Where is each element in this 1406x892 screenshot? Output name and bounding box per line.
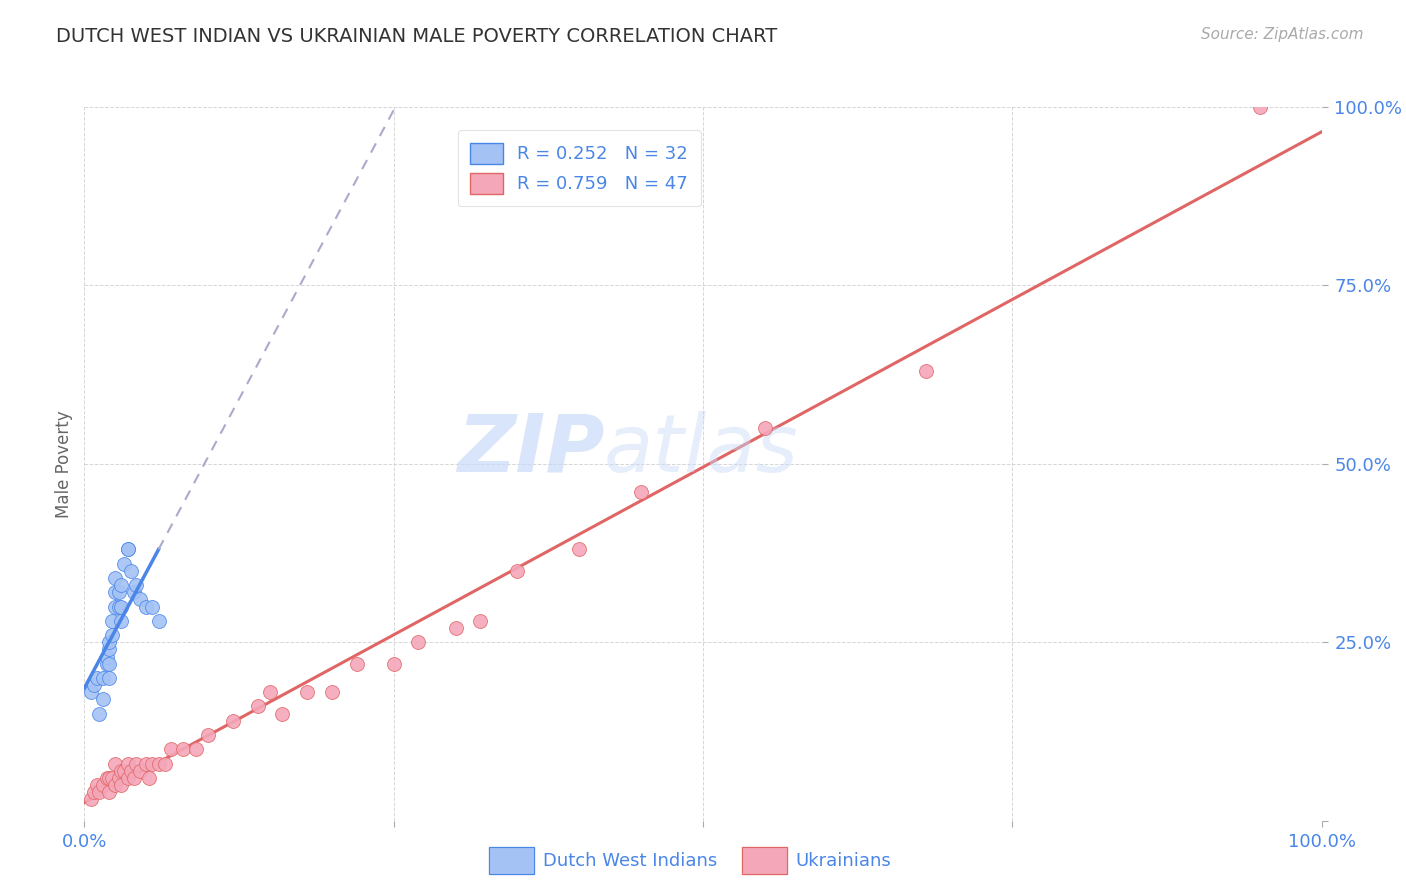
Point — [110, 578, 132, 592]
Point — [112, 557, 135, 571]
Point — [120, 564, 142, 578]
Point — [148, 756, 170, 771]
Point — [120, 764, 142, 778]
Point — [89, 706, 111, 721]
Point — [129, 592, 152, 607]
Point — [148, 614, 170, 628]
Point — [259, 685, 281, 699]
Point — [754, 421, 776, 435]
Point — [153, 756, 176, 771]
Point — [96, 657, 118, 671]
Point — [321, 685, 343, 699]
Point — [125, 578, 148, 592]
Point — [100, 771, 122, 785]
Point — [104, 585, 127, 599]
Point — [135, 756, 157, 771]
Point — [89, 785, 111, 799]
Point — [104, 571, 127, 585]
Point — [104, 778, 127, 792]
Point — [110, 599, 132, 614]
Point — [295, 685, 318, 699]
Point — [141, 599, 163, 614]
Point — [86, 778, 108, 792]
Point — [470, 614, 492, 628]
Text: ZIP: ZIP — [457, 410, 605, 489]
Point — [172, 742, 194, 756]
Point — [346, 657, 368, 671]
Point — [110, 778, 132, 792]
Point — [83, 785, 105, 799]
Point — [98, 642, 121, 657]
Point — [96, 649, 118, 664]
Point — [246, 699, 269, 714]
Point — [108, 771, 131, 785]
Point — [1249, 100, 1271, 114]
Point — [630, 485, 652, 500]
Point — [138, 771, 160, 785]
Point — [117, 542, 139, 557]
Point — [568, 542, 591, 557]
Point — [222, 714, 245, 728]
Point — [91, 692, 114, 706]
Point — [160, 742, 183, 756]
Point — [104, 756, 127, 771]
Point — [122, 771, 145, 785]
Text: Source: ZipAtlas.com: Source: ZipAtlas.com — [1201, 27, 1364, 42]
Point — [104, 599, 127, 614]
Legend: R = 0.252   N = 32, R = 0.759   N = 47: R = 0.252 N = 32, R = 0.759 N = 47 — [458, 130, 700, 206]
Point — [86, 671, 108, 685]
Y-axis label: Male Poverty: Male Poverty — [55, 410, 73, 517]
Point — [96, 771, 118, 785]
Point — [382, 657, 405, 671]
Point — [98, 671, 121, 685]
Point — [506, 564, 529, 578]
Point — [112, 764, 135, 778]
Text: Dutch West Indians: Dutch West Indians — [543, 852, 717, 870]
Point — [271, 706, 294, 721]
Point — [129, 764, 152, 778]
Point — [117, 542, 139, 557]
Point — [83, 678, 105, 692]
Point — [197, 728, 219, 742]
Point — [91, 671, 114, 685]
Point — [408, 635, 430, 649]
Point — [117, 771, 139, 785]
Point — [914, 364, 936, 378]
Point — [98, 771, 121, 785]
Point — [100, 628, 122, 642]
Point — [122, 585, 145, 599]
Point — [444, 621, 467, 635]
Point — [108, 599, 131, 614]
Point — [79, 685, 101, 699]
Text: atlas: atlas — [605, 410, 799, 489]
Point — [98, 785, 121, 799]
Point — [184, 742, 207, 756]
Point — [100, 614, 122, 628]
Point — [135, 599, 157, 614]
Point — [98, 635, 121, 649]
Point — [91, 778, 114, 792]
Point — [125, 756, 148, 771]
Text: Ukrainians: Ukrainians — [796, 852, 891, 870]
Point — [117, 756, 139, 771]
Point — [110, 764, 132, 778]
Point — [141, 756, 163, 771]
Point — [108, 585, 131, 599]
Point — [98, 657, 121, 671]
Point — [110, 614, 132, 628]
Text: DUTCH WEST INDIAN VS UKRAINIAN MALE POVERTY CORRELATION CHART: DUTCH WEST INDIAN VS UKRAINIAN MALE POVE… — [56, 27, 778, 45]
Point — [79, 792, 101, 806]
